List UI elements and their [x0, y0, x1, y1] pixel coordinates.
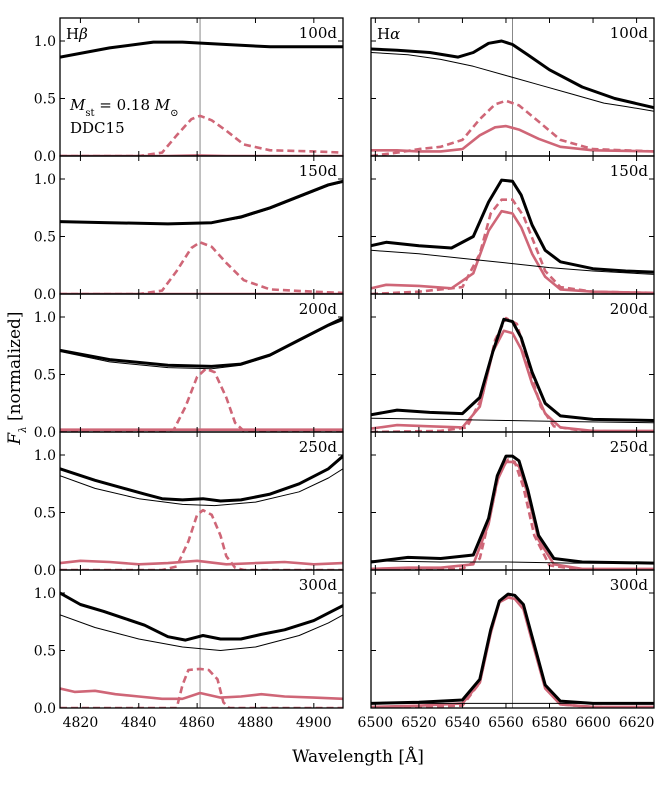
x-tick-label: 4880: [238, 715, 274, 731]
series-group: [60, 316, 343, 432]
series-total-line: [60, 179, 343, 226]
panel-hbeta-150d: 0.0 0.5 1.0 150d: [34, 155, 344, 303]
epoch-label: 300d: [610, 576, 649, 594]
epoch-label: 250d: [610, 438, 649, 456]
series-line-emission-line: [371, 329, 654, 432]
y-tick-label: 0.0: [34, 701, 56, 717]
series-total-line: [60, 454, 343, 503]
series-total-line: [371, 592, 654, 705]
x-tick-label: 4860: [179, 715, 215, 731]
panel-halpha-100d: 100d Hα: [370, 17, 655, 157]
panel-halpha-150d: 150d: [370, 155, 655, 295]
y-tick-label: 0.5: [34, 644, 56, 660]
panel-hbeta-300d: 0.0 0.5 1.0 4820 4840 4860 4880 4900 300d: [34, 569, 344, 731]
line-name-label: Hβ: [66, 25, 88, 43]
series-continuum-line: [60, 319, 343, 370]
y-tick-label: 0.5: [34, 506, 56, 522]
series-total-line: [60, 316, 343, 368]
series-line-only-line: [60, 241, 343, 294]
series-total-line: [60, 591, 343, 642]
line-name-label: Hα: [377, 25, 400, 43]
x-tick-label: 6600: [575, 715, 611, 731]
series-total-line: [371, 178, 654, 274]
series-line-only-line: [60, 367, 343, 432]
y-tick-label: 1.0: [34, 172, 56, 188]
series-group: [371, 178, 654, 294]
x-tick-label: 6580: [532, 715, 568, 731]
y-tick-label: 0.0: [34, 563, 56, 579]
series-continuum-line: [371, 249, 654, 275]
series-line-emission-line: [60, 559, 343, 566]
series-continuum-line: [371, 417, 654, 424]
series-group: [60, 179, 343, 294]
y-tick-label: 0.0: [34, 425, 56, 441]
model-mass-annotation: Mst = 0.18 M⊙: [69, 96, 179, 119]
panel-hbeta-100d: 0.0 0.5 1.0 100d Hβ: [34, 17, 344, 165]
series-total-line: [371, 39, 654, 110]
y-tick-label: 1.0: [34, 310, 56, 326]
series-total-line: [371, 454, 654, 565]
series-total-line: [371, 317, 654, 422]
model-source-annotation: DDC15: [70, 119, 125, 137]
series-line-only-line: [60, 667, 343, 708]
panel-frame: [370, 569, 655, 709]
series-group: [60, 454, 343, 570]
x-tick-label: 4900: [296, 715, 332, 731]
y-tick-label: 1.0: [34, 448, 56, 464]
series-group: [371, 454, 654, 570]
series-line-emission-line: [371, 460, 654, 570]
x-tick-label: 6620: [619, 715, 655, 731]
x-tick-label: 6540: [445, 715, 481, 731]
epoch-label: 200d: [299, 300, 338, 318]
panel-hbeta-200d: 0.0 0.5 1.0 200d: [34, 293, 344, 441]
x-tick-label: 4820: [63, 715, 99, 731]
series-continuum-line: [60, 614, 343, 651]
series-line-only-line: [371, 198, 654, 294]
series-line-emission-line: [371, 209, 654, 294]
series-line-emission-line: [60, 687, 343, 701]
x-tick-label: 6520: [401, 715, 437, 731]
series-line-only-line: [60, 114, 343, 156]
series-line-only-line: [60, 508, 343, 570]
series-group: [60, 591, 343, 708]
series-line-only-line: [371, 99, 654, 156]
x-tick-label: 4840: [121, 715, 157, 731]
x-axis-label: Wavelength [Å]: [292, 746, 424, 767]
y-tick-label: 0.0: [34, 287, 56, 303]
panel-grid: 0.0 0.5 1.0 100d Hβ 0.0 0.5 1.0 150d 0.0 0.5 1.0 200…: [34, 17, 655, 731]
series-continuum-line: [60, 181, 343, 225]
y-tick-label: 0.5: [34, 230, 56, 246]
y-tick-label: 0.0: [34, 149, 56, 165]
y-tick-label: 0.5: [34, 368, 56, 384]
series-continuum-line: [371, 52, 654, 112]
series-line-only-line: [371, 595, 654, 708]
epoch-label: 100d: [610, 24, 649, 42]
y-tick-label: 0.5: [34, 92, 56, 108]
y-tick-label: 1.0: [34, 586, 56, 602]
epoch-label: 150d: [299, 162, 338, 180]
x-tick-label: 6560: [488, 715, 524, 731]
epoch-label: 300d: [299, 576, 338, 594]
epoch-label: 250d: [299, 438, 338, 456]
series-total-line: [60, 40, 343, 59]
epoch-label: 200d: [610, 300, 649, 318]
x-tick-label: 6500: [358, 715, 394, 731]
y-axis-label: Fλ [normalized]: [5, 311, 29, 445]
panel-frame: [59, 569, 344, 709]
series-group: [371, 592, 654, 708]
panel-halpha-300d: 6500 6520 6540 6560 6580 6600 6620 300d: [358, 569, 655, 731]
epoch-label: 100d: [299, 24, 338, 42]
panel-hbeta-250d: 0.0 0.5 1.0 250d: [34, 431, 344, 579]
panel-halpha-250d: 250d: [370, 431, 655, 571]
panel-halpha-200d: 200d: [370, 293, 655, 433]
series-continuum-line: [60, 468, 343, 507]
y-tick-label: 1.0: [34, 34, 56, 50]
epoch-label: 150d: [610, 162, 649, 180]
